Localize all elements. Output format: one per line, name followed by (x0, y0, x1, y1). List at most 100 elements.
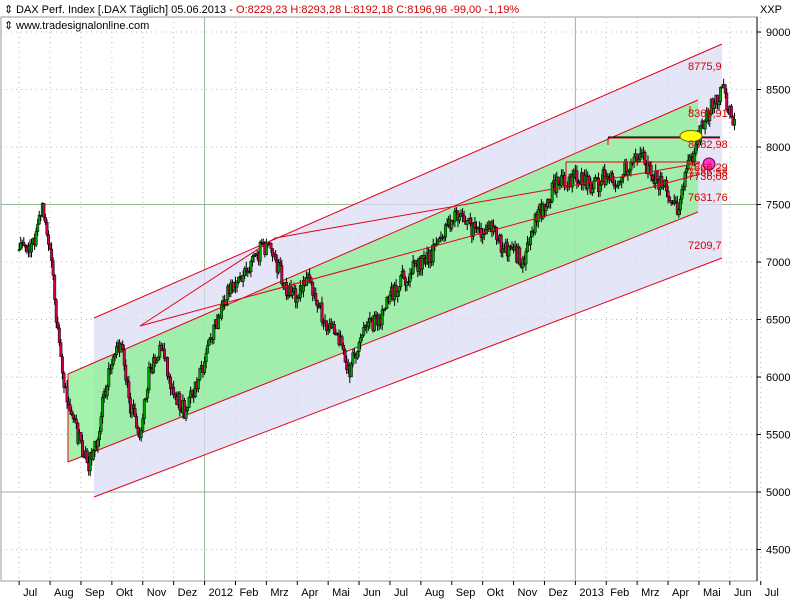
candle-up (383, 308, 387, 310)
candle-up (717, 101, 721, 105)
price-series (17, 78, 736, 477)
candle-down (518, 247, 522, 266)
candle-up (155, 359, 159, 363)
candle-down (79, 432, 83, 441)
candle-up (405, 282, 409, 286)
candle-down (51, 260, 55, 276)
candle-up (36, 223, 40, 232)
x-tick-label: 2012 (209, 587, 233, 599)
candle-up (147, 366, 151, 391)
candle-up (277, 262, 281, 273)
x-tick-label: Apr (301, 587, 318, 599)
candle-up (380, 309, 384, 325)
candle-down (22, 241, 26, 246)
candle-down (660, 176, 664, 188)
candle-up (158, 344, 162, 358)
candle-down (665, 180, 668, 192)
candle-down (81, 440, 84, 457)
candle-down (655, 170, 659, 180)
candle-down (74, 418, 78, 424)
candle-down (651, 175, 655, 181)
candle-down (178, 393, 182, 411)
y-tick-label: 9000 (766, 27, 790, 39)
candle-up (550, 182, 554, 202)
candle-down (314, 293, 318, 301)
x-tick-label: Feb (239, 587, 258, 599)
candle-up (598, 184, 602, 192)
candle-down (122, 349, 126, 366)
candle-down (121, 344, 125, 350)
candle-down (556, 176, 560, 185)
candle-up (98, 431, 101, 440)
candle-down (575, 170, 579, 183)
candle-down (60, 356, 64, 374)
candle-up (305, 277, 308, 286)
chart-header: ⇕ DAX Perf. Index [.DAX Täglich] 05.06.2… (4, 4, 782, 32)
candle-up (99, 416, 103, 432)
candle-down (403, 277, 407, 286)
candle-up (507, 245, 511, 257)
yellow-level-marker (679, 130, 703, 142)
candle-up (529, 236, 533, 245)
header-ticker: XXP (760, 4, 782, 16)
candle-down (172, 387, 176, 395)
x-tick-label: Aug (425, 587, 445, 599)
inner-channel-band (68, 100, 698, 462)
channel-boundary-line (67, 211, 699, 463)
x-tick-label: 2013 (579, 587, 603, 599)
candle-up (264, 242, 268, 256)
candle-up (101, 396, 105, 418)
candle-up (719, 86, 723, 102)
x-tick-label: Dez (178, 587, 198, 599)
candle-up (683, 172, 687, 188)
candle-down (85, 450, 89, 463)
candle-up (357, 342, 361, 352)
candle-up (397, 286, 401, 292)
level-label: 8082,98 (688, 139, 728, 151)
candle-down (56, 322, 60, 329)
channel-boundary-line (93, 43, 723, 319)
candle-up (258, 241, 262, 262)
candle-up (677, 209, 681, 215)
y-tick-label: 4500 (766, 545, 790, 557)
candle-up (437, 238, 441, 242)
candle-down (71, 414, 75, 419)
candle-down (493, 225, 497, 228)
candle-up (458, 215, 461, 221)
x-tick-label: Sep (456, 587, 476, 599)
level-markers (679, 130, 716, 171)
header-symbol: DAX Perf. Index [.DAX Täglich] 05.06.201… (16, 4, 233, 16)
candle-up (678, 198, 682, 211)
y-tick-label: 5000 (766, 487, 790, 499)
candle-down (57, 327, 61, 344)
candle-up (524, 251, 528, 265)
y-tick-label: 7000 (766, 257, 790, 269)
candle-down (53, 275, 57, 300)
candle-down (669, 200, 673, 203)
candle-up (600, 180, 604, 186)
candle-down (136, 427, 140, 434)
header-info-icon: ⇕ (4, 20, 13, 32)
candle-up (111, 356, 115, 365)
y-tick-label: 8000 (766, 142, 790, 154)
candle-up (187, 397, 191, 408)
trend-line (274, 162, 701, 239)
magenta-level-marker (702, 157, 716, 171)
x-tick-label: Feb (610, 587, 629, 599)
candle-up (96, 439, 100, 448)
candle-down (280, 265, 284, 285)
candle-up (295, 297, 299, 303)
candle-up (620, 177, 624, 182)
candle-up (627, 169, 631, 172)
x-tick-label: Nov (518, 587, 538, 599)
candle-up (198, 368, 202, 380)
candle-up (203, 361, 207, 374)
candle-up (592, 180, 596, 189)
y-tick-label: 6000 (766, 372, 790, 384)
x-tick-label: Apr (672, 587, 689, 599)
candle-up (237, 277, 240, 283)
candle-up (362, 327, 366, 336)
x-tick-label: Okt (116, 587, 133, 599)
candle-up (110, 364, 114, 370)
candle-down (308, 274, 312, 279)
